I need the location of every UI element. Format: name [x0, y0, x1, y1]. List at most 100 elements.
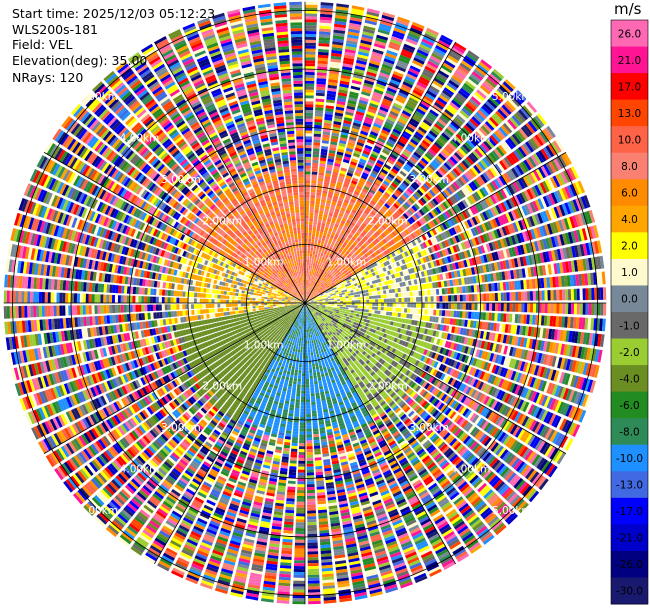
- range-gate: [306, 294, 308, 298]
- range-gate: [305, 48, 316, 52]
- range-gate: [345, 209, 351, 214]
- range-gate: [375, 83, 386, 90]
- range-gate: [308, 283, 311, 286]
- range-gate: [366, 180, 373, 186]
- range-gate: [541, 303, 545, 313]
- range-gate: [352, 122, 361, 128]
- range-gate: [312, 154, 319, 158]
- range-gate: [410, 303, 414, 308]
- range-gate: [337, 301, 341, 303]
- range-gate: [400, 112, 410, 120]
- range-gate: [305, 148, 312, 151]
- range-gate: [352, 177, 359, 183]
- range-gate: [385, 90, 396, 97]
- range-gate: [354, 68, 365, 74]
- range-gate: [311, 280, 314, 284]
- range-gate: [319, 166, 326, 170]
- range-gate: [367, 65, 379, 72]
- range-gate: [321, 250, 325, 254]
- range-gate: [402, 46, 415, 54]
- range-gate: [315, 104, 324, 108]
- range-gate: [313, 260, 316, 264]
- range-gate: [352, 155, 359, 161]
- range-gate: [459, 294, 463, 302]
- range-gate: [316, 245, 320, 250]
- range-gate: [371, 150, 380, 157]
- range-gate: [315, 204, 320, 208]
- range-gate: [315, 266, 319, 271]
- range-gate: [407, 303, 411, 308]
- range-gate: [383, 311, 387, 315]
- range-gate: [360, 190, 367, 196]
- range-gate: [424, 303, 428, 309]
- range-gate: [317, 177, 324, 182]
- range-gate: [330, 180, 337, 184]
- range-gate: [311, 177, 317, 181]
- range-gate: [343, 54, 355, 60]
- range-gate: [308, 268, 311, 272]
- range-gate: [306, 282, 308, 286]
- range-gate: [307, 276, 309, 280]
- range-gate: [318, 43, 330, 47]
- range-gate: [333, 195, 339, 200]
- range-gate: [385, 118, 395, 125]
- range-gate: [514, 314, 519, 324]
- range-gate: [333, 118, 342, 123]
- range-gate: [326, 93, 336, 98]
- range-gate: [331, 232, 336, 236]
- range-gate: [324, 178, 330, 183]
- range-gate: [322, 134, 330, 139]
- range-gate: [314, 239, 318, 243]
- range-gate: [336, 100, 346, 106]
- range-gate: [313, 269, 316, 273]
- range-gate: [361, 127, 370, 133]
- range-gate: [432, 50, 445, 59]
- range-gate: [387, 138, 396, 145]
- range-gate: [369, 156, 377, 162]
- range-gate: [409, 286, 413, 291]
- range-gate: [306, 288, 308, 292]
- range-gate: [381, 129, 390, 136]
- range-gate: [352, 193, 359, 199]
- range-gate: [338, 225, 343, 230]
- range-gate: [342, 122, 351, 128]
- range-gate: [370, 57, 382, 63]
- range-gate: [305, 229, 309, 233]
- range-gate: [500, 313, 504, 322]
- range-gate: [319, 16, 332, 21]
- range-gate: [313, 148, 320, 152]
- range-gate: [562, 303, 566, 314]
- range-gate: [305, 139, 312, 143]
- range-gate: [582, 303, 586, 315]
- range-gate: [436, 303, 440, 309]
- range-gate: [343, 57, 355, 63]
- range-gate: [320, 269, 324, 273]
- range-gate: [359, 177, 367, 183]
- range-gate: [427, 309, 431, 315]
- range-gate: [436, 296, 440, 302]
- range-gate: [333, 26, 346, 31]
- range-gate: [378, 303, 382, 307]
- range-gate: [559, 303, 563, 314]
- range-gate: [471, 303, 475, 311]
- range-gate: [353, 74, 364, 80]
- range-gate: [315, 98, 325, 103]
- range-gate: [397, 91, 408, 99]
- range-gate: [310, 286, 312, 290]
- range-gate: [395, 123, 405, 130]
- range-gate: [319, 19, 332, 24]
- range-gate: [330, 204, 336, 209]
- range-gate: [418, 46, 430, 55]
- range-gate: [362, 28, 375, 34]
- range-gate: [306, 294, 308, 298]
- range-gate: [518, 303, 522, 313]
- range-gate: [338, 212, 344, 218]
- range-gate: [383, 298, 387, 303]
- range-gate: [306, 265, 309, 269]
- range-gate: [386, 49, 398, 57]
- range-gate: [327, 87, 337, 92]
- range-gate: [305, 288, 307, 292]
- range-gate: [322, 235, 326, 239]
- range-gate: [317, 240, 321, 244]
- range-gate: [371, 51, 383, 58]
